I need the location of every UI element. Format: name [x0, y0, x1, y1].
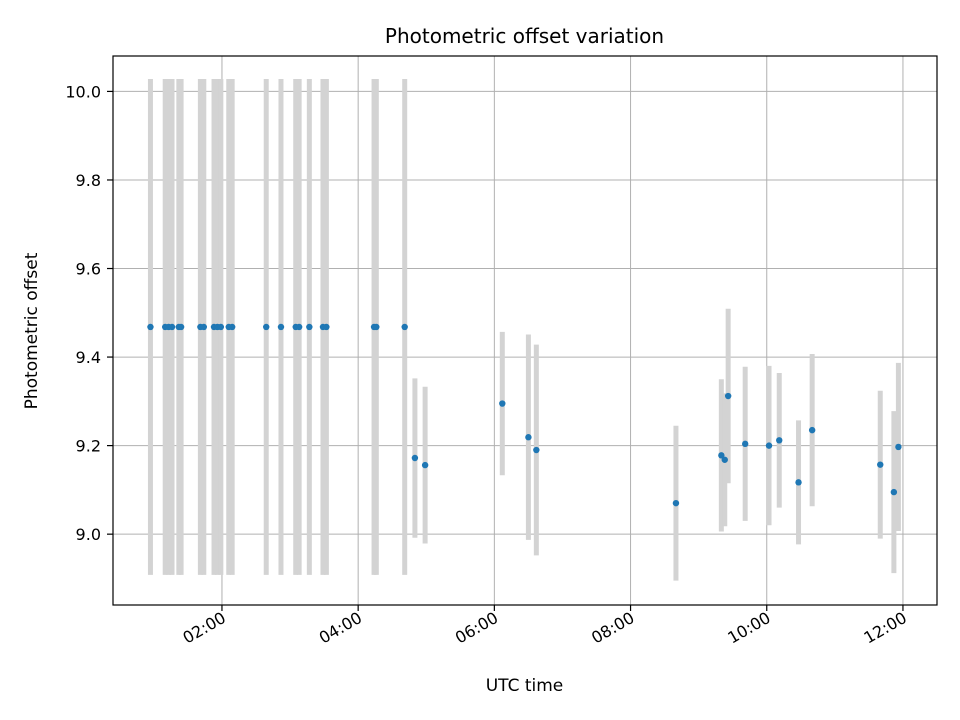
- data-point: [721, 456, 728, 463]
- data-point: [217, 323, 225, 331]
- data-point: [228, 323, 236, 331]
- data-point: [718, 452, 725, 459]
- data-point: [724, 392, 732, 400]
- data-point: [499, 400, 506, 407]
- data-point: [795, 479, 802, 486]
- data-point: [200, 323, 207, 331]
- plot-area-frame: [112, 55, 938, 606]
- data-point: [147, 323, 154, 331]
- grid: [113, 56, 937, 605]
- data-point: [401, 323, 408, 331]
- y-tick-label: 9.8: [76, 171, 101, 190]
- data-point: [373, 323, 380, 331]
- data-point: [877, 461, 884, 468]
- data-point: [765, 442, 773, 449]
- data-point: [411, 454, 419, 462]
- y-axis-label: Photometric offset: [22, 252, 42, 409]
- y-axis-ticks: 9.0 9.2 9.4 9.6 9.8 10.0: [65, 82, 113, 544]
- data-point: [295, 323, 303, 331]
- data-point: [323, 323, 330, 331]
- data-point: [533, 446, 540, 454]
- data-point: [263, 323, 270, 331]
- y-tick-label: 9.6: [76, 260, 101, 279]
- data-point: [890, 488, 898, 496]
- data-point: [306, 323, 313, 331]
- data-point: [741, 440, 749, 448]
- data-point: [525, 434, 532, 441]
- data-point: [776, 437, 783, 444]
- data-point: [277, 323, 285, 331]
- data-point: [808, 426, 816, 434]
- y-tick-label: 9.4: [76, 348, 101, 367]
- y-tick-label: 9.2: [76, 437, 101, 456]
- data-point: [895, 443, 902, 451]
- data-points: [147, 323, 902, 507]
- data-point: [168, 323, 176, 331]
- x-axis-label: UTC time: [486, 676, 564, 696]
- y-tick-label: 9.0: [76, 525, 101, 544]
- data-point: [672, 499, 680, 507]
- chart-title: Photometric offset variation: [385, 24, 664, 48]
- y-tick-label: 10.0: [65, 82, 101, 101]
- data-point: [177, 323, 185, 331]
- data-point: [421, 461, 429, 469]
